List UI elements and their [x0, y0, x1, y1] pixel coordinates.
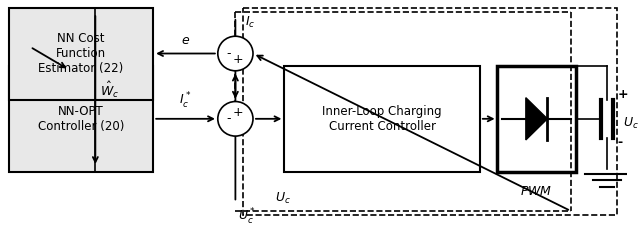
- Text: Inner-Loop Charging
Current Controller: Inner-Loop Charging Current Controller: [323, 105, 442, 133]
- Text: +: +: [233, 53, 244, 66]
- Text: NN Cost
Function
Estimator (22): NN Cost Function Estimator (22): [38, 33, 124, 76]
- Text: $I_c$: $I_c$: [245, 15, 255, 30]
- Bar: [8, 8, 153, 100]
- Text: $U_c$: $U_c$: [623, 116, 639, 131]
- Text: $PWM$: $PWM$: [520, 185, 553, 198]
- Text: $e$: $e$: [181, 34, 190, 47]
- Circle shape: [218, 102, 253, 136]
- Bar: [497, 66, 576, 172]
- Text: $U_c^*$: $U_c^*$: [238, 207, 256, 227]
- Text: -: -: [618, 136, 623, 149]
- Text: $I_c^*$: $I_c^*$: [179, 91, 192, 111]
- Bar: [243, 8, 617, 215]
- Text: $U_c$: $U_c$: [275, 191, 291, 206]
- Text: NN-OPT
Controller (20): NN-OPT Controller (20): [38, 105, 124, 133]
- Text: +: +: [233, 106, 244, 119]
- Circle shape: [218, 36, 253, 71]
- Text: $\hat{W}_c$: $\hat{W}_c$: [100, 80, 120, 100]
- Bar: [8, 66, 153, 172]
- Text: -: -: [226, 112, 230, 125]
- Polygon shape: [526, 98, 547, 140]
- Bar: [284, 66, 480, 172]
- Text: +: +: [618, 88, 628, 101]
- Text: -: -: [226, 47, 230, 60]
